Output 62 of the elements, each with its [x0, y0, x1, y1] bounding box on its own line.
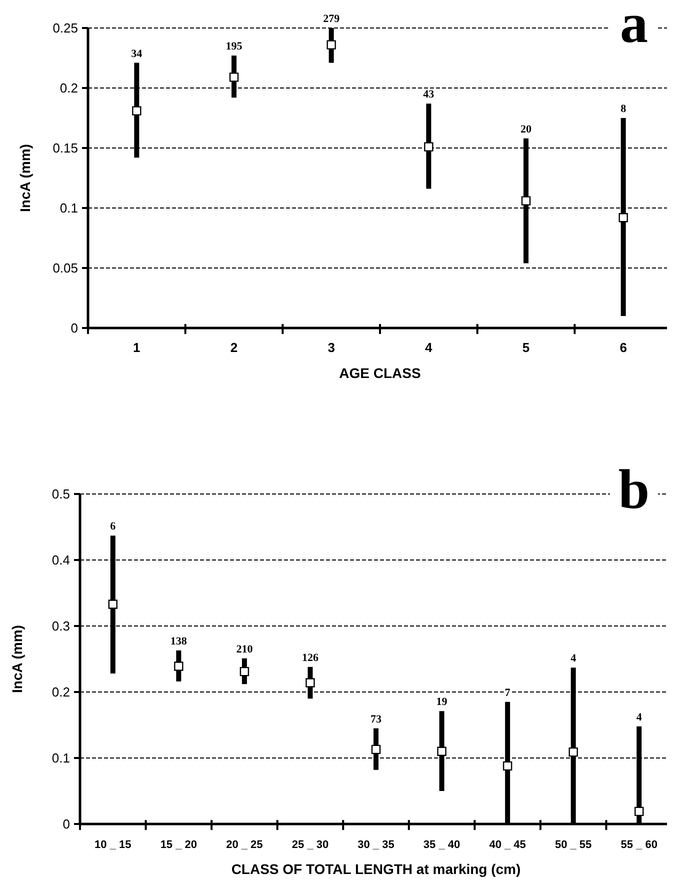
annotation: 4	[636, 711, 642, 724]
point	[306, 678, 315, 688]
x-tick-label: 15 _ 20	[160, 839, 198, 851]
x-tick-label: 2	[230, 340, 238, 355]
x-tick-label: 6	[620, 340, 627, 355]
x-tick-label: 4	[425, 340, 434, 355]
annotation: 43	[423, 88, 435, 101]
x-tick-label: 55 _ 60	[620, 839, 658, 851]
y-axis-title: IncA (mm)	[9, 625, 25, 693]
chart-title: b	[618, 459, 650, 521]
y-tick-label: 0.2	[52, 684, 70, 700]
annotation: 279	[323, 13, 340, 25]
y-axis-title: IncA (mm)	[17, 144, 33, 212]
x-tick-label: 30 _ 35	[358, 839, 394, 851]
point	[634, 806, 644, 816]
annotation: 20	[520, 123, 532, 136]
y-tick-label: 0.2	[60, 80, 78, 96]
x-tick-label: 20 _ 25	[226, 839, 263, 851]
annotation: 34	[131, 48, 143, 60]
annotation: 6	[110, 520, 116, 533]
y-tick-label: 0.05	[52, 260, 78, 276]
x-tick-label: 40 _ 45	[489, 839, 526, 851]
annotation: 138	[170, 635, 188, 648]
y-tick-label: 0	[70, 320, 78, 336]
y-tick-label: 0.15	[52, 140, 78, 156]
x-tick-label: 35 _ 40	[423, 839, 460, 851]
point	[424, 142, 434, 152]
y-tick-label: 0.25	[52, 20, 78, 36]
x-tick-label: 10 _ 15	[94, 839, 132, 851]
point	[618, 213, 628, 222]
y-tick-label: 0.1	[60, 200, 78, 216]
y-tick-label: 0.4	[52, 552, 70, 568]
y-tick-label: 0	[62, 816, 70, 832]
point	[371, 744, 381, 754]
point	[521, 196, 531, 206]
x-tick-label: 50 _ 55	[554, 839, 592, 851]
y-tick-label: 0.1	[52, 750, 70, 766]
annotation: 195	[226, 40, 243, 53]
point	[174, 662, 184, 671]
point	[240, 666, 250, 676]
point	[568, 747, 578, 757]
point	[437, 746, 446, 756]
annotation: 4	[570, 652, 577, 665]
annotation: 73	[370, 713, 382, 726]
point	[502, 761, 512, 771]
y-tick-label: 0.5	[52, 486, 70, 502]
annotation: 210	[236, 643, 254, 656]
point	[229, 72, 239, 82]
point	[326, 40, 336, 50]
x-tick-label: 5	[522, 340, 530, 355]
x-tick-label: 3	[328, 340, 335, 355]
annotation: 126	[302, 652, 319, 664]
x-axis-title: CLASS OF TOTAL LENGTH at marking (cm)	[231, 861, 521, 877]
point	[108, 600, 118, 609]
x-tick-label: 1	[133, 340, 140, 355]
annotation: 19	[436, 696, 448, 708]
chart-title: a	[620, 0, 648, 55]
y-tick-label: 0.3	[52, 618, 70, 634]
x-tick-label: 25 _ 30	[292, 839, 329, 851]
annotation: 8	[620, 103, 627, 115]
x-axis-title: AGE CLASS	[339, 365, 421, 381]
point	[132, 106, 142, 116]
